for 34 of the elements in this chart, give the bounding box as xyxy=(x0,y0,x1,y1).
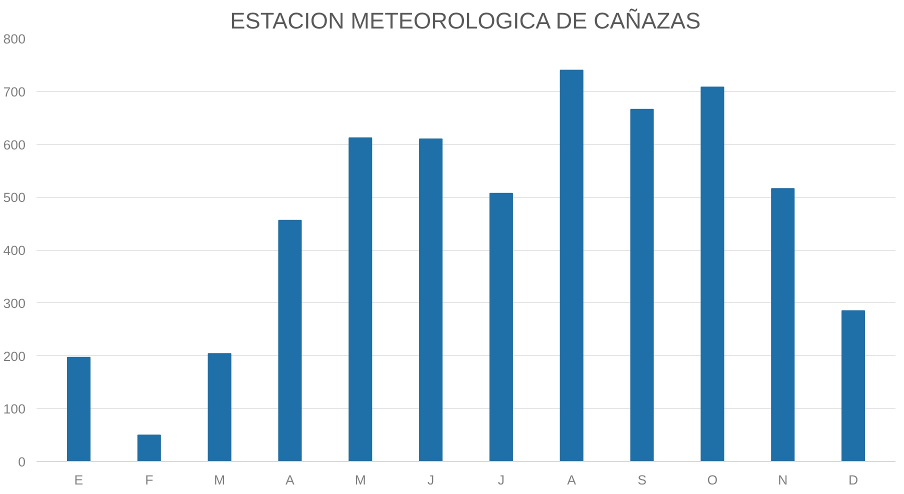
x-tick-label: J xyxy=(427,472,434,488)
y-tick-label: 300 xyxy=(3,296,26,311)
x-tick-label: A xyxy=(286,472,295,488)
bar xyxy=(560,70,584,462)
bar xyxy=(208,353,232,462)
x-tick-label: M xyxy=(214,472,226,488)
bar xyxy=(348,137,372,462)
x-tick-label: F xyxy=(145,472,154,488)
x-tick-label: S xyxy=(638,472,647,488)
chart-title: ESTACION METEOROLOGICA DE CAÑAZAS xyxy=(230,8,701,34)
x-tick-label: M xyxy=(354,472,366,488)
x-tick-label: J xyxy=(498,472,505,488)
y-tick-label: 200 xyxy=(3,348,26,364)
y-tick-label: 400 xyxy=(3,243,26,258)
bar xyxy=(419,138,443,462)
bar xyxy=(137,434,161,462)
y-tick-label: 0 xyxy=(18,454,26,470)
y-tick-label: 100 xyxy=(3,402,26,417)
x-tick-label: D xyxy=(848,472,858,488)
bar xyxy=(489,192,513,462)
bar xyxy=(700,86,724,462)
bar xyxy=(771,188,795,462)
x-tick-label: N xyxy=(778,472,788,488)
y-tick-label: 600 xyxy=(3,137,26,152)
y-tick-label: 500 xyxy=(3,190,26,206)
x-tick-label: E xyxy=(74,472,84,488)
y-tick-label: 800 xyxy=(3,32,26,46)
bar xyxy=(278,220,302,462)
bar xyxy=(841,310,866,462)
y-tick-label: 700 xyxy=(3,84,26,100)
x-tick-label: A xyxy=(567,472,576,488)
bar xyxy=(66,356,91,462)
x-tick-label: O xyxy=(707,472,718,488)
bar xyxy=(630,108,654,462)
